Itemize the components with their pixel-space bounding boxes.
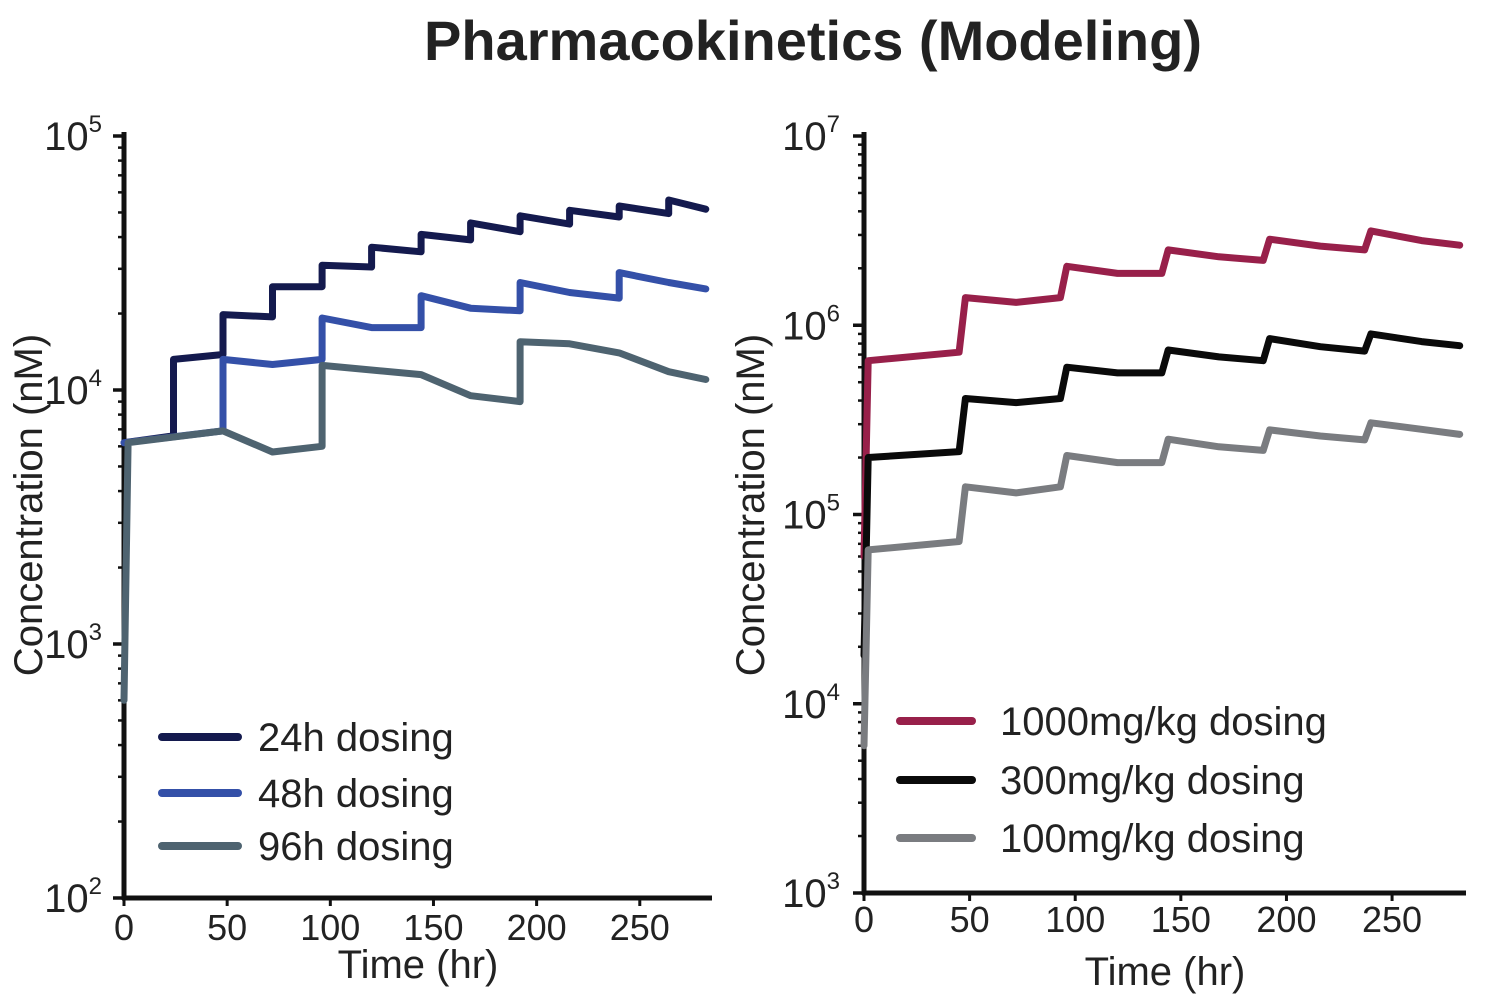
y-tick-label: 103 [782, 868, 840, 916]
series-line [860, 330, 1464, 659]
chart-left: 102 103 104 105 0 50 100 150 200 250 Time (hr) Conc… [7, 111, 712, 987]
series-line [860, 227, 1464, 560]
legend-label: 48h dosing [258, 772, 454, 816]
x-tick-label: 150 [403, 907, 463, 948]
y-tick-label: 105 [782, 490, 840, 538]
chart-right: 103 104 105 106 107 0 50 100 150 200 250 Time (hr) C… [729, 111, 1466, 994]
y-axis-label: Concentration (nM) [7, 334, 51, 676]
x-axis-label: Time (hr) [338, 943, 499, 987]
series-line [120, 269, 710, 447]
y-tick-label: 104 [782, 679, 840, 727]
y-tick-label: 102 [44, 873, 102, 921]
legend-label: 24h dosing [258, 716, 454, 760]
x-tick-label: 200 [1256, 899, 1316, 940]
series-line [120, 338, 710, 704]
series-line [120, 196, 710, 447]
x-tick-label: 0 [854, 899, 874, 940]
y-tick-label: 105 [44, 111, 102, 159]
x-tick-label: 0 [114, 907, 134, 948]
x-tick-label: 250 [610, 907, 670, 948]
series-line [860, 419, 1464, 750]
legend-label: 300mg/kg dosing [1000, 759, 1305, 803]
x-tick-label: 150 [1151, 899, 1211, 940]
x-tick-label: 50 [207, 907, 247, 948]
y-tick-label: 107 [782, 111, 840, 159]
legend-label: 96h dosing [258, 825, 454, 869]
x-tick-label: 100 [1045, 899, 1105, 940]
page-title: Pharmacokinetics (Modeling) [424, 9, 1202, 72]
x-axis-label: Time (hr) [1085, 950, 1246, 994]
x-tick-label: 200 [507, 907, 567, 948]
legend-label: 1000mg/kg dosing [1000, 700, 1327, 744]
y-tick-label: 103 [44, 619, 102, 667]
x-tick-label: 250 [1362, 899, 1422, 940]
x-tick-label: 100 [300, 907, 360, 948]
legend-label: 100mg/kg dosing [1000, 817, 1305, 861]
y-axis-label: Concentration (nM) [729, 334, 773, 676]
y-tick-label: 104 [44, 365, 102, 413]
x-tick-label: 50 [950, 899, 990, 940]
y-tick-label: 106 [782, 300, 840, 348]
